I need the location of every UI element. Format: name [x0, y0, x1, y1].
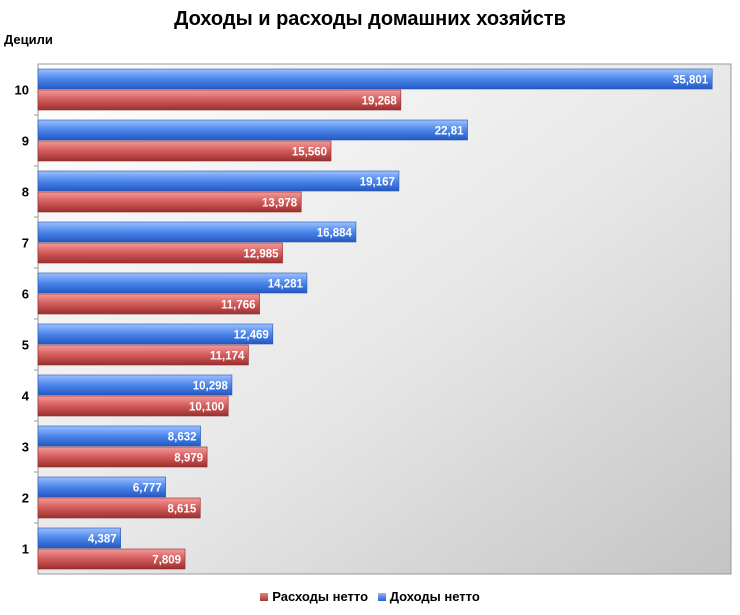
- legend-swatch-income: [377, 593, 386, 601]
- bar-expenses: [37, 89, 402, 111]
- chart-title: Доходы и расходы домашних хозяйств: [174, 8, 566, 30]
- bar-label-income: 16,884: [317, 228, 353, 240]
- bar-label-income: 35,801: [673, 75, 709, 87]
- bar-income: [37, 119, 468, 141]
- bar-label-income: 4,387: [88, 534, 117, 546]
- bar-label-expenses: 11,766: [221, 300, 256, 312]
- legend-item-income: Доходы нетто: [377, 589, 480, 604]
- legend-item-expenses: Расходы нетто: [260, 589, 368, 604]
- y-tick-label: 6: [22, 287, 29, 302]
- bar-expenses: [37, 140, 332, 162]
- bar-label-expenses: 15,560: [292, 147, 327, 159]
- legend-swatch-expenses: [260, 593, 269, 601]
- bar-expenses: [37, 293, 260, 315]
- bar-income: [37, 425, 201, 447]
- y-axis-label: Децили: [4, 32, 53, 47]
- bar-label-expenses: 7,809: [152, 555, 181, 567]
- bar-label-expenses: 8,979: [174, 453, 203, 465]
- y-tick-label: 8: [22, 185, 29, 200]
- bar-label-income: 10,298: [193, 381, 229, 393]
- bar-label-expenses: 12,985: [243, 249, 279, 261]
- bar-label-expenses: 11,174: [210, 351, 245, 363]
- bar-expenses: [37, 497, 201, 519]
- bar-income: [37, 374, 233, 396]
- y-tick-label: 9: [22, 134, 29, 149]
- bar-label-income: 22,81: [435, 126, 464, 138]
- bar-expenses: [37, 395, 229, 417]
- y-tick-label: 10: [15, 83, 29, 98]
- y-tick-label: 1: [22, 542, 29, 557]
- y-tick-label: 3: [22, 440, 29, 455]
- bar-expenses: [37, 446, 208, 468]
- bar-income: [37, 272, 308, 294]
- y-tick-label: 7: [22, 236, 29, 251]
- bar-label-expenses: 10,100: [189, 402, 224, 414]
- bar-income: [37, 170, 400, 192]
- legend: Расходы нетто Доходы нетто: [0, 589, 740, 604]
- legend-label-income: Доходы нетто: [389, 589, 480, 604]
- bar-expenses: [37, 191, 302, 213]
- y-tick-label: 4: [22, 389, 30, 404]
- bar-expenses: [37, 548, 186, 570]
- bar-expenses: [37, 242, 283, 264]
- bar-label-income: 19,167: [360, 177, 395, 189]
- y-tick-label: 2: [22, 491, 29, 506]
- y-tick-label: 5: [22, 338, 29, 353]
- bar-expenses: [37, 344, 249, 366]
- legend-label-expenses: Расходы нетто: [272, 589, 369, 604]
- bar-label-income: 8,632: [168, 432, 197, 444]
- bar-label-income: 12,469: [234, 330, 269, 342]
- bar-income: [37, 476, 166, 498]
- bar-income: [37, 221, 357, 243]
- bar-label-expenses: 13,978: [262, 198, 298, 210]
- bar-label-expenses: 8,615: [167, 504, 196, 516]
- bar-label-expenses: 19,268: [362, 96, 398, 108]
- bar-label-income: 14,281: [268, 279, 304, 291]
- bar-income: [37, 527, 121, 549]
- bar-label-income: 6,777: [133, 483, 162, 495]
- bar-income: [37, 323, 274, 345]
- bar-income: [37, 68, 713, 90]
- plot-area: [37, 63, 732, 575]
